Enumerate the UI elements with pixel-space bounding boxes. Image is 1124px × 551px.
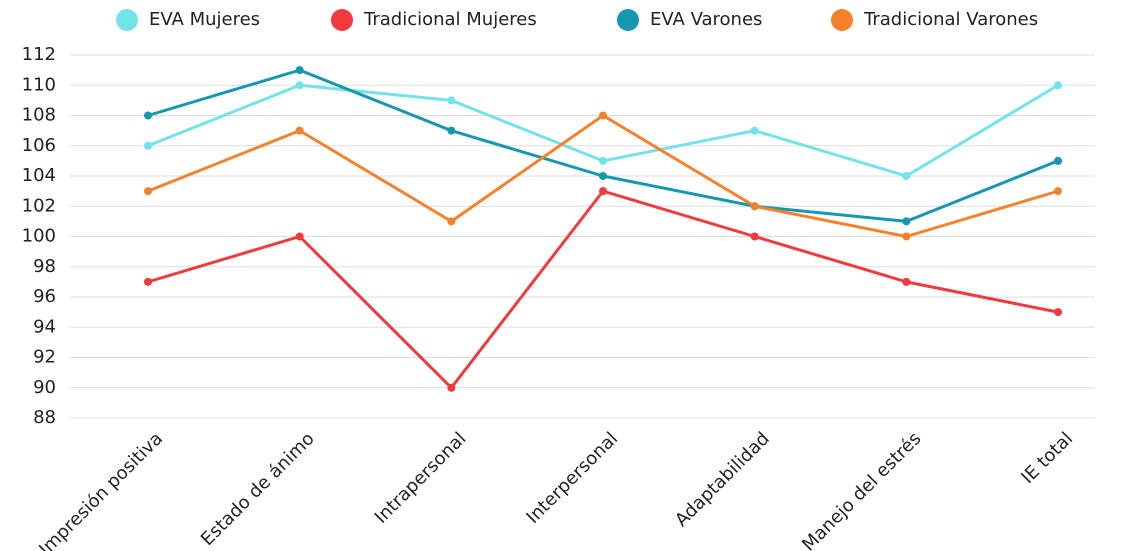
y-tick-label: 96 [33, 286, 56, 307]
legend-swatch [831, 9, 853, 31]
legend-label: Tradicional Mujeres [363, 9, 537, 30]
x-tick-label: Impresión positiva [35, 428, 167, 551]
y-tick-label: 108 [22, 105, 56, 126]
y-tick-label: 92 [33, 347, 56, 368]
data-point [144, 277, 152, 286]
legend-swatch [331, 9, 353, 31]
data-point [902, 277, 911, 286]
y-tick-label: 94 [33, 316, 56, 337]
y-tick-label: 90 [33, 377, 56, 398]
data-point [1054, 187, 1063, 196]
data-point [1054, 308, 1063, 317]
data-point [599, 156, 608, 165]
y-tick-label: 106 [22, 135, 56, 156]
x-tick-label: Intrapersonal [371, 428, 471, 528]
legend-label: EVA Mujeres [149, 9, 260, 30]
data-point [295, 81, 304, 90]
data-point [295, 232, 304, 241]
data-point [447, 217, 456, 226]
data-point [144, 111, 152, 120]
data-point [295, 66, 304, 75]
y-tick-label: 98 [33, 256, 56, 277]
data-point [295, 126, 304, 135]
data-point [1054, 156, 1063, 165]
y-tick-label: 100 [22, 226, 56, 247]
x-tick-label: Estado de ánimo [197, 428, 319, 550]
data-point [750, 232, 759, 241]
y-tick-label: 112 [22, 44, 56, 65]
data-point [144, 187, 152, 196]
y-tick-label: 102 [22, 195, 56, 216]
data-point [447, 96, 456, 105]
data-point [902, 232, 911, 241]
data-point [902, 217, 911, 226]
x-tick-label: Interpersonal [522, 428, 622, 528]
data-point [599, 111, 608, 120]
legend-swatch [116, 9, 138, 31]
data-point [902, 172, 911, 180]
data-point [1054, 81, 1063, 90]
y-tick-label: 88 [33, 407, 56, 428]
series-line [147, 189, 1059, 390]
x-tick-label: Adaptabilidad [671, 428, 774, 531]
data-point [599, 187, 608, 196]
data-point [447, 126, 456, 135]
data-point [599, 172, 608, 180]
legend-swatch [617, 9, 639, 31]
legend-label: EVA Varones [650, 9, 762, 30]
data-point [750, 126, 759, 135]
y-tick-label: 104 [22, 165, 56, 186]
y-tick-label: 110 [22, 74, 56, 95]
x-tick-label: IE total [1017, 428, 1077, 488]
data-point [447, 383, 456, 392]
legend-label: Tradicional Varones [863, 9, 1038, 30]
x-tick-label: Manejo del estrés [798, 428, 925, 551]
data-point [750, 202, 759, 211]
data-point [144, 141, 152, 150]
